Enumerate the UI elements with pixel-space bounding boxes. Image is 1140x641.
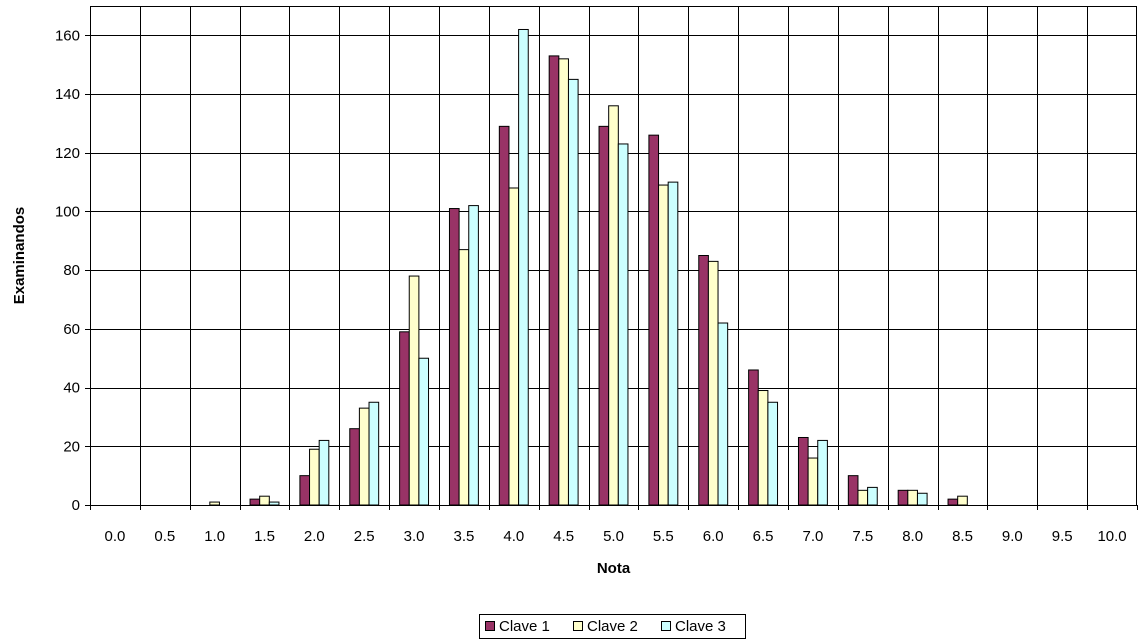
bar-clave-3-6.5 xyxy=(767,401,779,506)
y-tick-label: 60 xyxy=(63,321,80,338)
bar-clave-3-1.5 xyxy=(268,501,280,506)
bar-clave-3-2.5 xyxy=(368,401,380,506)
bar-clave-2-6.5 xyxy=(757,390,769,506)
y-tick-label: 140 xyxy=(55,86,80,103)
x-tick-label: 1.5 xyxy=(254,528,275,545)
x-tick-label: 4.0 xyxy=(503,528,524,545)
bar-clave-3-3.0 xyxy=(418,357,430,506)
x-tick-label: 9.0 xyxy=(1002,528,1023,545)
x-tick-label: 9.5 xyxy=(1052,528,1073,545)
y-tick-label: 160 xyxy=(55,27,80,44)
bar-clave-2-5.5 xyxy=(658,184,669,506)
y-tick-label: 40 xyxy=(63,380,80,397)
x-axis-title: Nota xyxy=(597,560,631,577)
x-tick-label: 5.5 xyxy=(653,528,674,545)
bar-clave-1-1.5 xyxy=(249,498,261,506)
legend-label-clave-2: Clave 2 xyxy=(587,618,638,635)
bar-clave-2-3.0 xyxy=(408,275,420,506)
bar-clave-2-6.0 xyxy=(707,260,719,506)
y-tick-label: 0 xyxy=(72,497,80,514)
legend-box xyxy=(479,614,746,639)
bar-clave-3-2.0 xyxy=(318,439,330,506)
bar-clave-3-4.5 xyxy=(567,78,579,506)
bar-clave-1-2.5 xyxy=(349,428,360,506)
bar-clave-2-8.0 xyxy=(907,489,918,506)
bar-clave-1-6.5 xyxy=(748,369,759,506)
x-tick-label: 7.5 xyxy=(852,528,873,545)
x-tick-labels: 0.0 0.5 1.0 1.5 2.0 2.5 3.0 3.5 4.0 4.5 5.0 5.5 6.0 6… xyxy=(105,528,1127,545)
bar-clave-2-3.5 xyxy=(458,249,470,506)
x-tick-label: 1.0 xyxy=(204,528,225,545)
bar-clave-2-7.0 xyxy=(807,457,819,506)
bar-clave-3-7.0 xyxy=(817,439,828,506)
bar-clave-1-8.0 xyxy=(897,489,909,506)
bar-clave-1-7.0 xyxy=(797,436,809,506)
bar-clave-2-5.0 xyxy=(608,105,619,506)
bar-clave-1-3.0 xyxy=(399,331,410,506)
gridlines xyxy=(90,6,1137,505)
x-tick-label: 6.0 xyxy=(703,528,724,545)
x-tick-label: 3.5 xyxy=(454,528,475,545)
y-tick-labels: 0 20 40 60 80 100 120 140 160 xyxy=(55,27,80,514)
x-tick-label: 0.5 xyxy=(154,528,175,545)
bar-clave-1-3.5 xyxy=(448,208,460,506)
legend-swatch-clave-3 xyxy=(661,621,671,631)
x-tick-label: 6.5 xyxy=(753,528,774,545)
bar-clave-3-4.0 xyxy=(518,28,529,506)
bar-clave-1-4.5 xyxy=(548,55,560,506)
x-tick-label: 7.0 xyxy=(803,528,824,545)
bar-clave-3-3.5 xyxy=(468,205,479,506)
bar-clave-3-6.0 xyxy=(717,322,729,506)
bar-clave-3-5.5 xyxy=(667,181,679,506)
x-tick-label: 5.0 xyxy=(603,528,624,545)
bar-clave-2-4.5 xyxy=(558,58,569,506)
y-tick-label: 120 xyxy=(55,145,80,162)
x-tick-label: 2.5 xyxy=(354,528,375,545)
y-axis-title: Examinandos xyxy=(11,207,28,305)
bar-clave-1-7.5 xyxy=(847,475,859,506)
bar-clave-3-7.5 xyxy=(867,486,878,506)
x-tick-label: 4.5 xyxy=(553,528,574,545)
legend: Clave 1 Clave 2 Clave 3 xyxy=(479,614,746,639)
x-tick-label: 0.0 xyxy=(105,528,126,545)
bar-clave-1-5.5 xyxy=(648,134,660,506)
y-tick-label: 20 xyxy=(63,438,80,455)
x-tick-label: 8.5 xyxy=(952,528,973,545)
bar-clave-2-2.0 xyxy=(309,448,320,506)
legend-swatch-clave-1 xyxy=(485,621,495,631)
x-tick-label: 2.0 xyxy=(304,528,325,545)
x-tick-label: 10.0 xyxy=(1097,528,1126,545)
bar-clave-3-8.0 xyxy=(916,492,928,506)
y-tick-label: 80 xyxy=(63,262,80,279)
bar-clave-2-1.0 xyxy=(209,501,220,506)
bar-clave-1-2.0 xyxy=(299,475,311,506)
y-tick-label: 100 xyxy=(55,203,80,220)
axes xyxy=(85,6,1138,510)
x-tick-label: 3.0 xyxy=(404,528,425,545)
bar-clave-2-1.5 xyxy=(259,495,270,506)
bar-clave-3-5.0 xyxy=(617,143,629,506)
x-tick-label: 8.0 xyxy=(902,528,923,545)
bar-clave-1-4.0 xyxy=(498,125,510,506)
bar-clave-1-5.0 xyxy=(598,125,610,506)
bar-clave-2-7.5 xyxy=(857,489,869,506)
bars xyxy=(209,28,968,506)
bar-clave-2-2.5 xyxy=(358,407,370,506)
legend-swatch-clave-2 xyxy=(573,621,583,631)
bar-clave-2-8.5 xyxy=(957,495,968,506)
legend-label-clave-3: Clave 3 xyxy=(675,618,726,635)
bar-clave-1-6.0 xyxy=(698,255,709,506)
legend-label-clave-1: Clave 1 xyxy=(499,618,550,635)
bar-clave-1-8.5 xyxy=(947,498,959,506)
bar-clave-2-4.0 xyxy=(508,187,520,506)
